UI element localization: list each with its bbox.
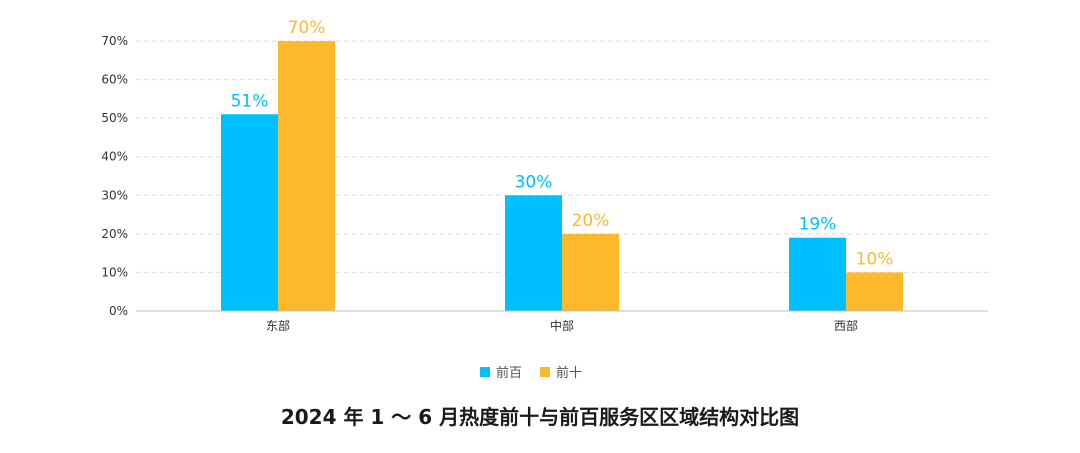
bar bbox=[846, 272, 903, 311]
bars bbox=[221, 41, 903, 312]
y-tick-label: 20% bbox=[101, 227, 128, 241]
y-tick-label: 30% bbox=[101, 188, 128, 202]
x-category-label: 西部 bbox=[834, 318, 858, 333]
bar bbox=[789, 237, 846, 311]
data-label: 10% bbox=[856, 249, 894, 269]
data-label: 20% bbox=[572, 211, 610, 231]
bar-chart: 0% 10% 20% 30% 40% 50% 60% 70% 51% 70% 30% 20% 19% 1… bbox=[101, 18, 988, 381]
x-category-label: 中部 bbox=[550, 318, 574, 333]
data-label: 30% bbox=[515, 172, 553, 192]
x-axis: 东部 中部 西部 bbox=[136, 310, 988, 333]
y-tick-label: 40% bbox=[101, 150, 128, 164]
bar bbox=[562, 233, 619, 311]
legend-label: 前十 bbox=[556, 365, 582, 381]
y-axis: 0% 10% 20% 30% 40% 50% 60% 70% bbox=[101, 34, 128, 318]
data-labels: 51% 70% 30% 20% 19% 10% bbox=[231, 18, 894, 269]
legend-label: 前百 bbox=[496, 365, 522, 381]
data-label: 70% bbox=[288, 18, 326, 38]
y-tick-label: 10% bbox=[101, 265, 128, 279]
y-tick-label: 60% bbox=[101, 73, 128, 87]
y-tick-label: 50% bbox=[101, 111, 128, 125]
legend-swatch bbox=[540, 367, 550, 377]
legend: 前百 前十 bbox=[480, 365, 582, 381]
bar bbox=[505, 195, 562, 311]
bar bbox=[278, 41, 335, 311]
y-tick-label: 0% bbox=[109, 304, 128, 318]
chart-title: 2024 年 1 ～ 6 月热度前十与前百服务区区域结构对比图 bbox=[280, 405, 800, 429]
legend-swatch bbox=[480, 367, 490, 377]
data-label: 19% bbox=[799, 215, 837, 235]
x-category-label: 东部 bbox=[266, 318, 290, 333]
bar bbox=[221, 114, 278, 312]
data-label: 51% bbox=[231, 91, 269, 111]
y-tick-label: 70% bbox=[101, 34, 128, 48]
